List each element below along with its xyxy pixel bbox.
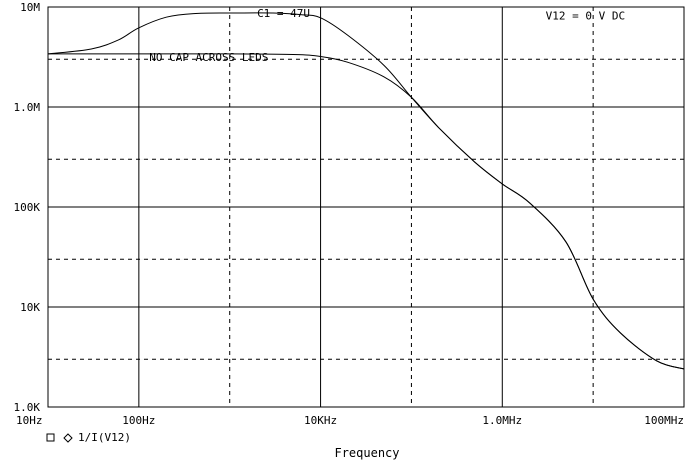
legend: 1/I(V12) xyxy=(46,431,131,444)
legend-label: 1/I(V12) xyxy=(78,431,131,444)
x-tick-labels: 10Hz 100Hz 10KHz 1.0MHz 100MHz xyxy=(16,414,684,427)
annotations: C1 = 47U V12 = 0 V DC NO CAP ACROSS LEDS xyxy=(149,7,625,64)
y-tick-label: 10K xyxy=(20,301,40,314)
legend-diamond-icon xyxy=(63,433,73,443)
y-tick-label: 1.0M xyxy=(14,101,41,114)
x-tick-label: 10KHz xyxy=(304,414,337,427)
series-line-2 xyxy=(48,53,685,370)
y-tick-label: 1.0K xyxy=(14,401,41,414)
y-tick-label: 100K xyxy=(14,201,41,214)
x-tick-label: 1.0MHz xyxy=(482,414,522,427)
y-tick-label: 10M xyxy=(20,1,40,14)
grid-lines xyxy=(47,6,685,408)
x-tick-label: 100Hz xyxy=(122,414,155,427)
chart-annotation: C1 = 47U xyxy=(257,7,310,20)
y-tick-labels: 1.0K 10K 100K 1.0M 10M xyxy=(14,1,41,414)
x-tick-label: 100MHz xyxy=(644,414,684,427)
series-line-1 xyxy=(47,12,685,370)
x-tick-label: 10Hz xyxy=(16,414,43,427)
series-lines xyxy=(47,12,685,370)
plot-frame xyxy=(47,6,685,408)
chart-annotation: NO CAP ACROSS LEDS xyxy=(149,51,268,64)
chart-annotation: V12 = 0 V DC xyxy=(546,9,625,22)
legend-square-icon xyxy=(46,433,55,442)
x-axis-label: Frequency xyxy=(334,446,399,460)
